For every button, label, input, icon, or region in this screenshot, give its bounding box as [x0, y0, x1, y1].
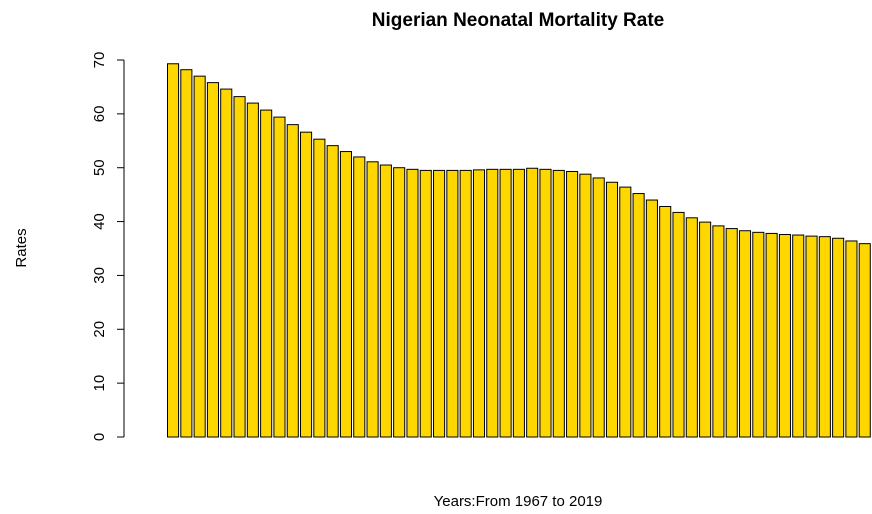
- bar: [459, 169, 472, 438]
- bar: [659, 205, 672, 438]
- bar: [512, 168, 525, 438]
- bar: [619, 186, 632, 438]
- bar: [792, 234, 805, 438]
- bar: [765, 232, 778, 438]
- bar: [712, 225, 725, 438]
- y-tick-label: 0: [91, 433, 108, 441]
- chart-title: Nigerian Neonatal Mortality Rate: [372, 10, 664, 31]
- bar: [353, 156, 366, 438]
- bar: [326, 145, 339, 438]
- y-tick-label: 40: [91, 213, 108, 230]
- bar: [379, 164, 392, 438]
- y-tick-label: 30: [91, 267, 108, 284]
- bar: [752, 231, 765, 438]
- bar: [260, 109, 273, 438]
- bar: [419, 169, 432, 438]
- bar: [526, 167, 539, 438]
- y-tick-label: 70: [91, 52, 108, 69]
- bar: [300, 131, 313, 438]
- bar: [499, 168, 512, 438]
- bar: [433, 169, 446, 438]
- y-tick-label: 10: [91, 375, 108, 392]
- y-axis-title: Rates: [13, 228, 30, 267]
- bar: [393, 167, 406, 438]
- bar: [486, 168, 499, 438]
- y-tick-label: 20: [91, 321, 108, 338]
- bar: [180, 69, 193, 438]
- bar: [778, 233, 791, 438]
- y-tick-label: 50: [91, 159, 108, 176]
- bar: [472, 169, 486, 438]
- bar: [858, 243, 871, 438]
- bar: [845, 240, 858, 438]
- bar: [566, 170, 579, 438]
- bar: [366, 161, 379, 438]
- x-axis-title: Years:From 1967 to 2019: [434, 493, 603, 510]
- bar: [699, 221, 712, 438]
- bar: [685, 217, 698, 438]
- bar: [552, 169, 565, 438]
- bar: [725, 228, 738, 438]
- bar: [339, 151, 353, 438]
- bar: [313, 138, 326, 438]
- bar: [539, 168, 552, 438]
- bar: [645, 199, 658, 438]
- bar: [286, 124, 299, 438]
- bar: [592, 177, 605, 438]
- bar: [193, 75, 206, 438]
- bar: [832, 237, 845, 438]
- y-tick-label: 60: [91, 106, 108, 123]
- bar: [672, 211, 685, 438]
- bar: [167, 63, 180, 438]
- bar: [406, 168, 419, 438]
- bar: [446, 169, 459, 438]
- bar: [273, 116, 286, 438]
- bar: [632, 193, 645, 438]
- bar: [738, 230, 752, 438]
- bar: [579, 173, 592, 438]
- bar: [246, 102, 259, 438]
- bar: [206, 82, 219, 438]
- bar: [220, 88, 233, 438]
- bar: [818, 236, 831, 438]
- bar: [605, 181, 619, 438]
- bar: [233, 96, 246, 438]
- bar: [805, 235, 818, 438]
